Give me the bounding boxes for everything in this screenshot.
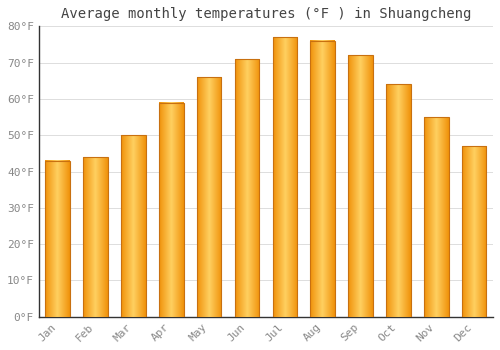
Bar [348,55,373,317]
Bar [272,37,297,317]
Bar [197,77,222,317]
Title: Average monthly temperatures (°F ) in Shuangcheng: Average monthly temperatures (°F ) in Sh… [60,7,471,21]
Bar [121,135,146,317]
Bar [84,157,108,317]
Bar [424,117,448,317]
Bar [386,84,410,317]
Bar [462,146,486,317]
Bar [310,41,335,317]
Bar [234,59,260,317]
Bar [159,103,184,317]
Bar [46,161,70,317]
